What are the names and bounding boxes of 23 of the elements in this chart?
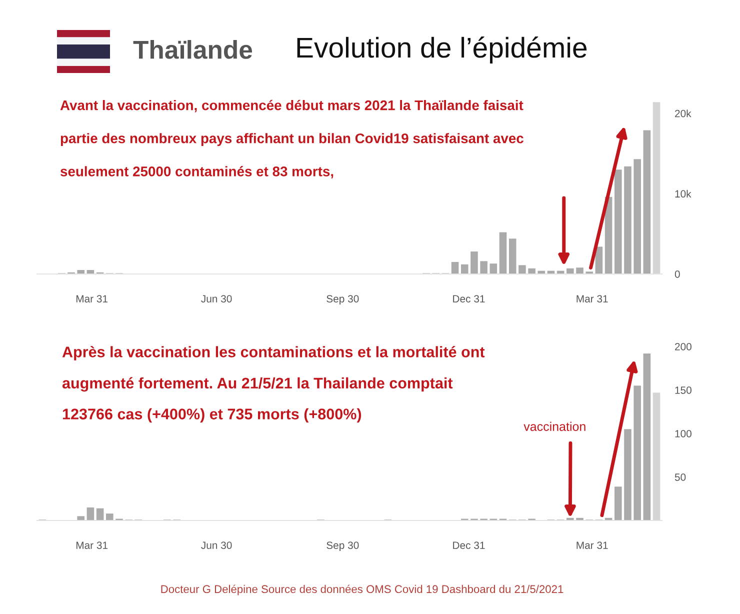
x-tick-label: Dec 31 — [453, 295, 485, 302]
x-tick-label: Mar 31 — [76, 542, 108, 549]
y-tick-label: 0 — [674, 270, 680, 278]
y-tick-label: 50 — [674, 474, 686, 481]
x-tick-label: Jun 30 — [201, 295, 232, 302]
annotation: vaccination — [524, 422, 586, 431]
y-tick-label: 20k — [675, 110, 692, 118]
chart-title: Evolution de l’épidémie — [297, 36, 587, 64]
text: Avant la vaccination, commencée début mars 2021 la Thaïlande faisait partie des nombreux pays affichant un bilan Covid19 satisfaisant avec seulement 25000 contaminés et 83 morts, — [60, 100, 524, 178]
text: Docteur G Delépine Source des données OMS Covid 19 Dashboard du 21/5/2021 — [161, 584, 564, 596]
y-tick-label: 200 — [675, 343, 692, 350]
x-tick-label: Jun 30 — [201, 542, 232, 549]
x-tick-label: Mar 31 — [576, 542, 608, 549]
y-tick-label: 100 — [675, 430, 692, 438]
y-tick-label: 150 — [675, 386, 692, 394]
y-tick-label: 10k — [675, 190, 692, 198]
x-tick-label: Sep 30 — [326, 295, 359, 305]
x-tick-label: Dec 31 — [453, 542, 485, 549]
x-tick-label: Mar 31 — [76, 295, 108, 302]
annotation: Après la vaccination les contaminations et la mortalité ont augmenté fortement. Au 21/5/21 la Thailande comptait 123766 cas (+400%) et 735 morts (+800%) — [62, 346, 485, 422]
x-tick-label: Sep 30 — [326, 542, 359, 552]
chart-subtitle: Thaïlande — [133, 40, 252, 59]
x-tick-label: Mar 31 — [576, 295, 608, 302]
